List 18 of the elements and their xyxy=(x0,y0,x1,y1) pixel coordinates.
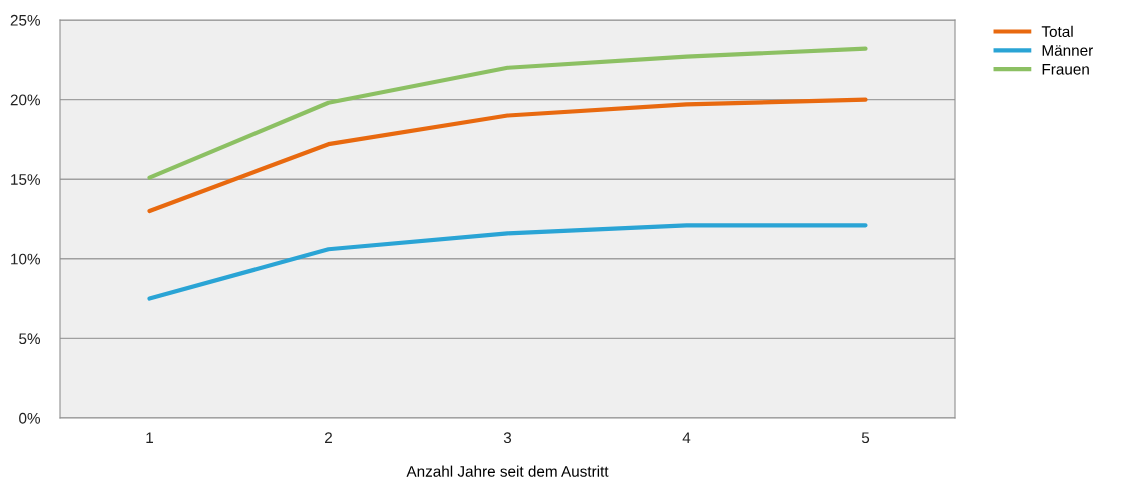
x-tick-label: 5 xyxy=(861,432,870,444)
y-tick-label: 15% xyxy=(11,174,41,185)
line-series xyxy=(147,223,868,301)
y-tick-label: 0% xyxy=(19,412,41,424)
legend-label: Total xyxy=(1041,25,1073,38)
legend-label: Männer xyxy=(1042,45,1093,56)
y-tick-label: 25% xyxy=(10,14,41,26)
x-tick-label: 3 xyxy=(503,432,512,444)
line-series xyxy=(147,46,868,180)
y-tick-label: 20% xyxy=(10,94,41,106)
line-series xyxy=(147,97,868,214)
legend-label: Frauen xyxy=(1042,64,1089,75)
x-tick-label: 2 xyxy=(325,432,332,443)
y-tick-label: 10% xyxy=(11,253,41,265)
y-tick-label: 5% xyxy=(19,333,41,345)
x-axis-title: Anzahl Jahre seit dem Austritt xyxy=(406,465,609,477)
x-tick-label: 1 xyxy=(146,432,153,443)
x-tick-label: 4 xyxy=(682,432,691,443)
